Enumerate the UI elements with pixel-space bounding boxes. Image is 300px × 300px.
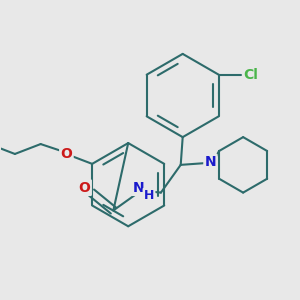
Text: N: N <box>205 155 216 169</box>
Text: O: O <box>79 181 91 195</box>
Text: H: H <box>144 189 154 202</box>
Text: Cl: Cl <box>243 68 258 82</box>
Text: N: N <box>132 181 144 195</box>
Text: O: O <box>61 147 72 161</box>
